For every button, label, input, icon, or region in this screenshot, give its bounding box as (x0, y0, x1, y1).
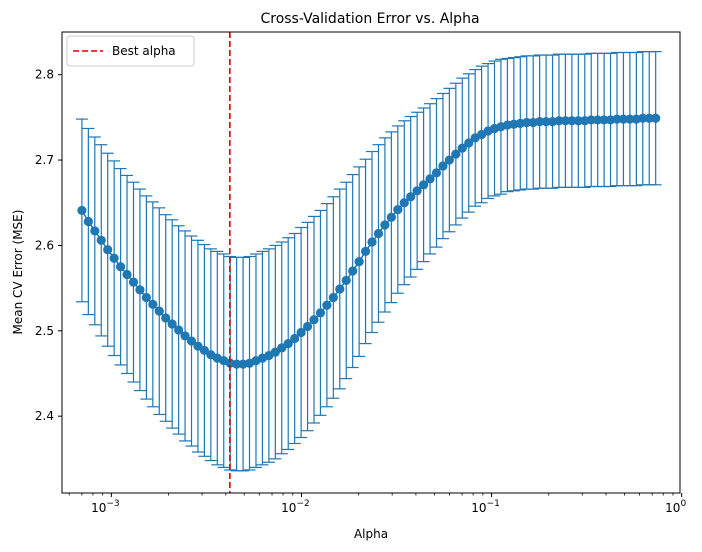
data-point (109, 253, 119, 263)
data-point (535, 117, 545, 127)
error-bars (75, 51, 662, 472)
data-point (309, 315, 319, 325)
x-tick-label: 100 (665, 499, 686, 515)
data-point (122, 269, 132, 280)
data-point (644, 113, 654, 123)
axes: 2.4 2.5 2.6 2.7 2.8 10−3 10−2 10−1 100 (35, 31, 686, 515)
data-point (154, 306, 164, 316)
data-point (431, 168, 442, 178)
data-point (386, 212, 396, 222)
x-tick-label: 10−3 (91, 499, 120, 515)
data-point (103, 245, 113, 255)
data-point (522, 117, 532, 128)
x-tick-label: 10−2 (281, 499, 310, 515)
data-point (567, 116, 577, 126)
legend-entry-best-alpha: Best alpha (112, 44, 176, 58)
y-tick-label: 2.4 (35, 409, 54, 423)
data-point (335, 284, 345, 294)
mean-points (77, 113, 661, 369)
data-point (161, 313, 171, 323)
data-point (83, 216, 93, 227)
data-point (96, 235, 106, 245)
x-tick-label: 10−1 (471, 499, 500, 515)
y-tick-label: 2.6 (35, 238, 54, 252)
data-point (399, 198, 409, 208)
data-point (315, 308, 326, 318)
data-point (651, 113, 661, 123)
data-point (128, 277, 139, 287)
data-point (283, 339, 293, 349)
data-point (638, 113, 648, 123)
data-point (341, 275, 351, 286)
data-point (360, 246, 371, 257)
data-point (90, 226, 100, 236)
data-point (290, 333, 300, 344)
data-point (412, 186, 422, 196)
legend: Best alpha (66, 35, 195, 67)
data-point (141, 292, 151, 303)
data-point (618, 114, 629, 124)
y-tick-label: 2.7 (35, 153, 54, 167)
data-point (425, 174, 435, 184)
data-point (348, 266, 358, 276)
data-point (586, 115, 596, 125)
data-point (406, 192, 416, 202)
data-point (393, 204, 403, 215)
y-tick-label: 2.8 (35, 68, 54, 82)
data-point (367, 237, 377, 247)
data-point (115, 262, 126, 272)
data-point (167, 319, 177, 329)
data-point (302, 321, 313, 332)
axes-frame (61, 31, 681, 494)
data-point (554, 116, 564, 126)
data-point (541, 117, 551, 127)
data-point (599, 115, 609, 125)
data-point (438, 161, 448, 171)
data-point (180, 331, 190, 341)
data-point (625, 114, 635, 124)
data-point (135, 285, 145, 295)
data-point (573, 116, 583, 126)
data-point (232, 359, 242, 369)
data-point (457, 143, 467, 153)
data-point (174, 325, 184, 335)
data-point (380, 220, 390, 230)
data-point (593, 115, 603, 125)
data-point (612, 114, 622, 124)
chart-title: Cross-Validation Error vs. Alpha (260, 11, 479, 27)
data-point (354, 257, 364, 267)
data-point (560, 116, 571, 126)
data-point (373, 228, 384, 239)
data-point (451, 149, 461, 159)
legend-box (66, 35, 195, 67)
y-tick-label: 2.5 (35, 324, 54, 338)
data-point (444, 155, 454, 165)
y-axis-label: Mean CV Error (MSE) (11, 210, 25, 335)
data-point (148, 299, 158, 309)
plot-area (75, 32, 662, 493)
data-point (322, 300, 332, 310)
data-point (418, 180, 429, 190)
data-point (77, 205, 87, 216)
data-point (328, 292, 338, 303)
data-point (186, 336, 197, 346)
x-axis-label: Alpha (354, 527, 388, 541)
data-point (464, 138, 474, 148)
data-point (296, 327, 306, 338)
